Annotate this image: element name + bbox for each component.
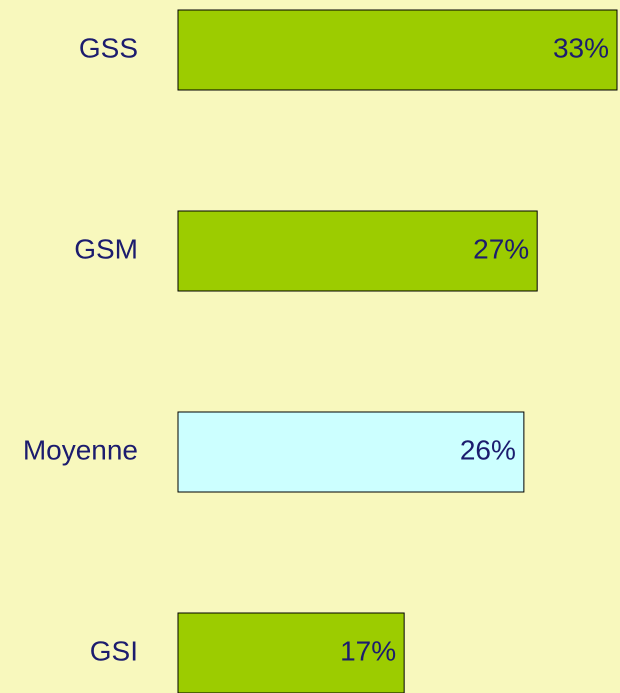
bar — [177, 210, 538, 292]
bar — [177, 612, 405, 693]
bar — [177, 411, 525, 493]
category-label: GSM — [74, 233, 138, 264]
value-label: 27% — [473, 233, 529, 264]
bar — [177, 9, 618, 91]
category-label: Moyenne — [23, 434, 138, 465]
value-label: 17% — [340, 635, 396, 666]
category-label: GSI — [90, 635, 138, 666]
value-label: 26% — [460, 434, 516, 465]
value-label: 33% — [553, 32, 609, 63]
category-label: GSS — [79, 32, 138, 63]
